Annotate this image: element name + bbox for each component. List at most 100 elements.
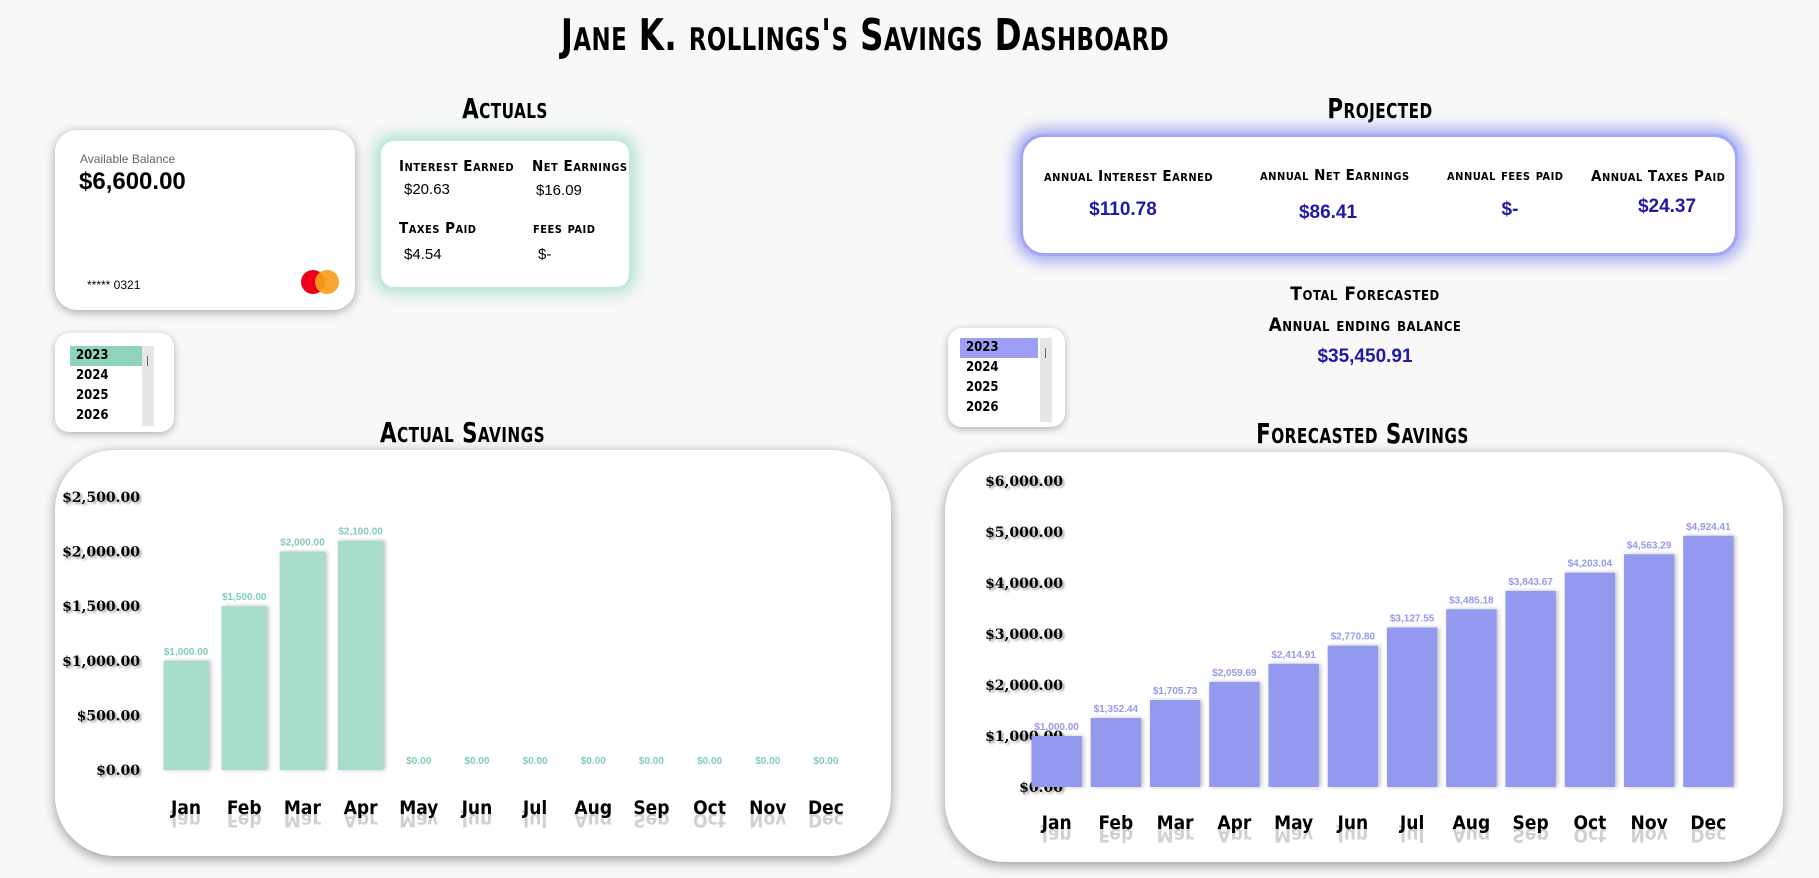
actual-x-tick-reflection: Jun (461, 809, 493, 831)
actual-x-tick-reflection: Sep (633, 809, 669, 831)
actual-bar (279, 551, 326, 770)
actual-bar (221, 606, 267, 770)
forecast-x-tick-reflection: Nov (1631, 824, 1668, 846)
forecast-x-tick-reflection: Aug (1453, 824, 1491, 846)
forecast-data-label: $1,705.73 (1153, 686, 1198, 697)
forecast-x-tick: Jul (1399, 812, 1424, 834)
actual-data-label: $2,100.00 (338, 527, 383, 538)
actual-x-tick: Feb (227, 797, 262, 819)
annual-net-earnings-value: $86.41 (1298, 202, 1358, 223)
forecast-bar (1149, 700, 1201, 787)
actual-savings-title: Actual Savings (379, 416, 546, 449)
actual-x-tick: Jan (170, 797, 201, 819)
year-option-2025[interactable]: 2025 (966, 380, 999, 395)
forecast-x-tick: Apr (1217, 812, 1251, 834)
actual-x-tick: Dec (808, 797, 844, 819)
actual-bar (337, 540, 384, 770)
actual-data-label: $0.00 (755, 756, 780, 767)
forecast-bar (1209, 681, 1260, 787)
year-option-2024[interactable]: 2024 (76, 368, 109, 383)
actuals-heading: Actuals (462, 92, 548, 125)
forecast-data-label: $1,352.44 (1094, 704, 1139, 715)
actual-x-tick-reflection: Dec (808, 809, 844, 831)
fees-paid-label: fees paid (533, 219, 596, 237)
dashboard-title: Jane K. rollings's Savings Dashboard (560, 10, 1170, 61)
actual-data-label: $0.00 (464, 756, 489, 767)
forecast-x-tick-reflection: Dec (1690, 824, 1726, 846)
forecast-data-label: $3,485.18 (1449, 595, 1494, 606)
forecast-x-tick: Mar (1157, 812, 1195, 834)
year-option-2025[interactable]: 2025 (76, 388, 109, 403)
forecast-x-tick: Oct (1573, 812, 1606, 834)
actual-data-label: $0.00 (697, 756, 722, 767)
annual-taxes-value: $24.37 (1637, 196, 1697, 217)
actual-x-tick-reflection: Nov (749, 809, 786, 831)
forecast-year-list: 2023 2024 2025 2026 (960, 338, 1038, 418)
forecast-data-label: $2,770.80 (1331, 632, 1376, 643)
forecast-x-tick: Sep (1513, 812, 1549, 834)
annual-net-earnings-label: annual Net Earnings (1260, 166, 1410, 184)
projected-heading: Projected (1327, 92, 1433, 125)
forecast-data-label: $1,000.00 (1034, 722, 1079, 733)
forecast-y-tick: $5,000.00 (985, 525, 1063, 541)
forecast-data-label: $2,059.69 (1212, 668, 1257, 679)
actual-x-tick: Oct (693, 797, 726, 819)
forecast-year-slicer: 2023 2024 2025 2026 (948, 328, 1065, 427)
actual-savings-svg: $0.00 $500.00 $1,000.00 $1,500.00 $2,000.00 $… (62, 490, 844, 831)
actual-savings-chart: $0.00 $500.00 $1,000.00 $1,500.00 $2,000.00 $… (55, 450, 891, 856)
net-earnings-value: $16.09 (536, 182, 582, 199)
forecast-x-tick-reflection: Sep (1513, 824, 1549, 846)
forecast-bar (1268, 663, 1319, 787)
forecast-year-scrollbar[interactable] (1040, 338, 1052, 422)
annual-interest-label: annual Interest Earned (1044, 167, 1214, 185)
actual-x-tick: Jul (522, 797, 547, 819)
actual-y-tick: $1,000.00 (62, 654, 140, 670)
actual-y-tick: $500.00 (77, 708, 141, 724)
balance-card: Available Balance $6,600.00 ***** 0321 (55, 130, 355, 310)
balance-label: Available Balance (80, 152, 176, 166)
forecast-bar (1564, 572, 1616, 787)
taxes-paid-label: Taxes Paid (399, 219, 477, 237)
year-option-2026[interactable]: 2026 (76, 408, 109, 423)
actual-data-label: $0.00 (639, 756, 664, 767)
actual-y-tick: $2,000.00 (62, 545, 140, 561)
fees-paid-value: $- (538, 246, 552, 263)
forecast-y-tick: $3,000.00 (985, 627, 1063, 643)
actual-x-tick-reflection: Oct (693, 809, 726, 831)
actual-x-tick-reflection: Apr (344, 809, 378, 831)
year-option-2026[interactable]: 2026 (966, 400, 999, 415)
projected-kpi-panel: annual Interest Earned $110.78 annual Ne… (1020, 134, 1738, 256)
forecast-x-tick: Jun (1337, 812, 1369, 834)
actual-data-label: $0.00 (523, 756, 548, 767)
actual-x-tick: Mar (284, 797, 322, 819)
forecast-x-tick: Feb (1099, 812, 1134, 834)
year-option-2023[interactable]: 2023 (960, 338, 1038, 358)
forecast-x-tick: Nov (1631, 812, 1668, 834)
forecast-x-tick-reflection: Mar (1157, 824, 1195, 846)
actual-year-scrollbar[interactable] (142, 346, 154, 426)
forecast-y-tick: $2,000.00 (985, 678, 1063, 694)
mastercard-icon (301, 270, 341, 294)
annual-ending-balance-label: Annual ending balance (1268, 314, 1462, 336)
year-option-2024[interactable]: 2024 (966, 360, 999, 375)
forecast-x-tick-reflection: Feb (1099, 824, 1134, 846)
actual-year-list: 2023 2024 2025 2026 (70, 346, 142, 426)
forecast-data-label: $4,563.29 (1627, 540, 1672, 551)
actual-x-tick-reflection: May (399, 809, 438, 831)
annual-fees-label: annual fees paid (1447, 166, 1564, 184)
actual-data-label: $0.00 (581, 756, 606, 767)
forecast-data-label: $2,414.91 (1271, 650, 1316, 661)
forecast-bar (1386, 627, 1438, 787)
actual-data-label: $1,500.00 (222, 592, 267, 603)
forecast-data-label: $4,203.04 (1568, 559, 1613, 570)
actual-data-label: $2,000.00 (280, 538, 325, 549)
actual-x-tick: May (399, 797, 438, 819)
year-option-2023[interactable]: 2023 (70, 346, 142, 366)
actuals-kpi-panel: Interest Earned $20.63 Net Earnings $16.… (378, 138, 632, 290)
actual-x-tick-reflection: Jan (170, 809, 201, 831)
actual-x-tick: Aug (574, 797, 612, 819)
forecast-bar (1683, 535, 1734, 787)
balance-value: $6,600.00 (79, 168, 186, 195)
forecast-y-tick: $6,000.00 (985, 474, 1063, 490)
actual-y-tick: $2,500.00 (62, 490, 140, 506)
